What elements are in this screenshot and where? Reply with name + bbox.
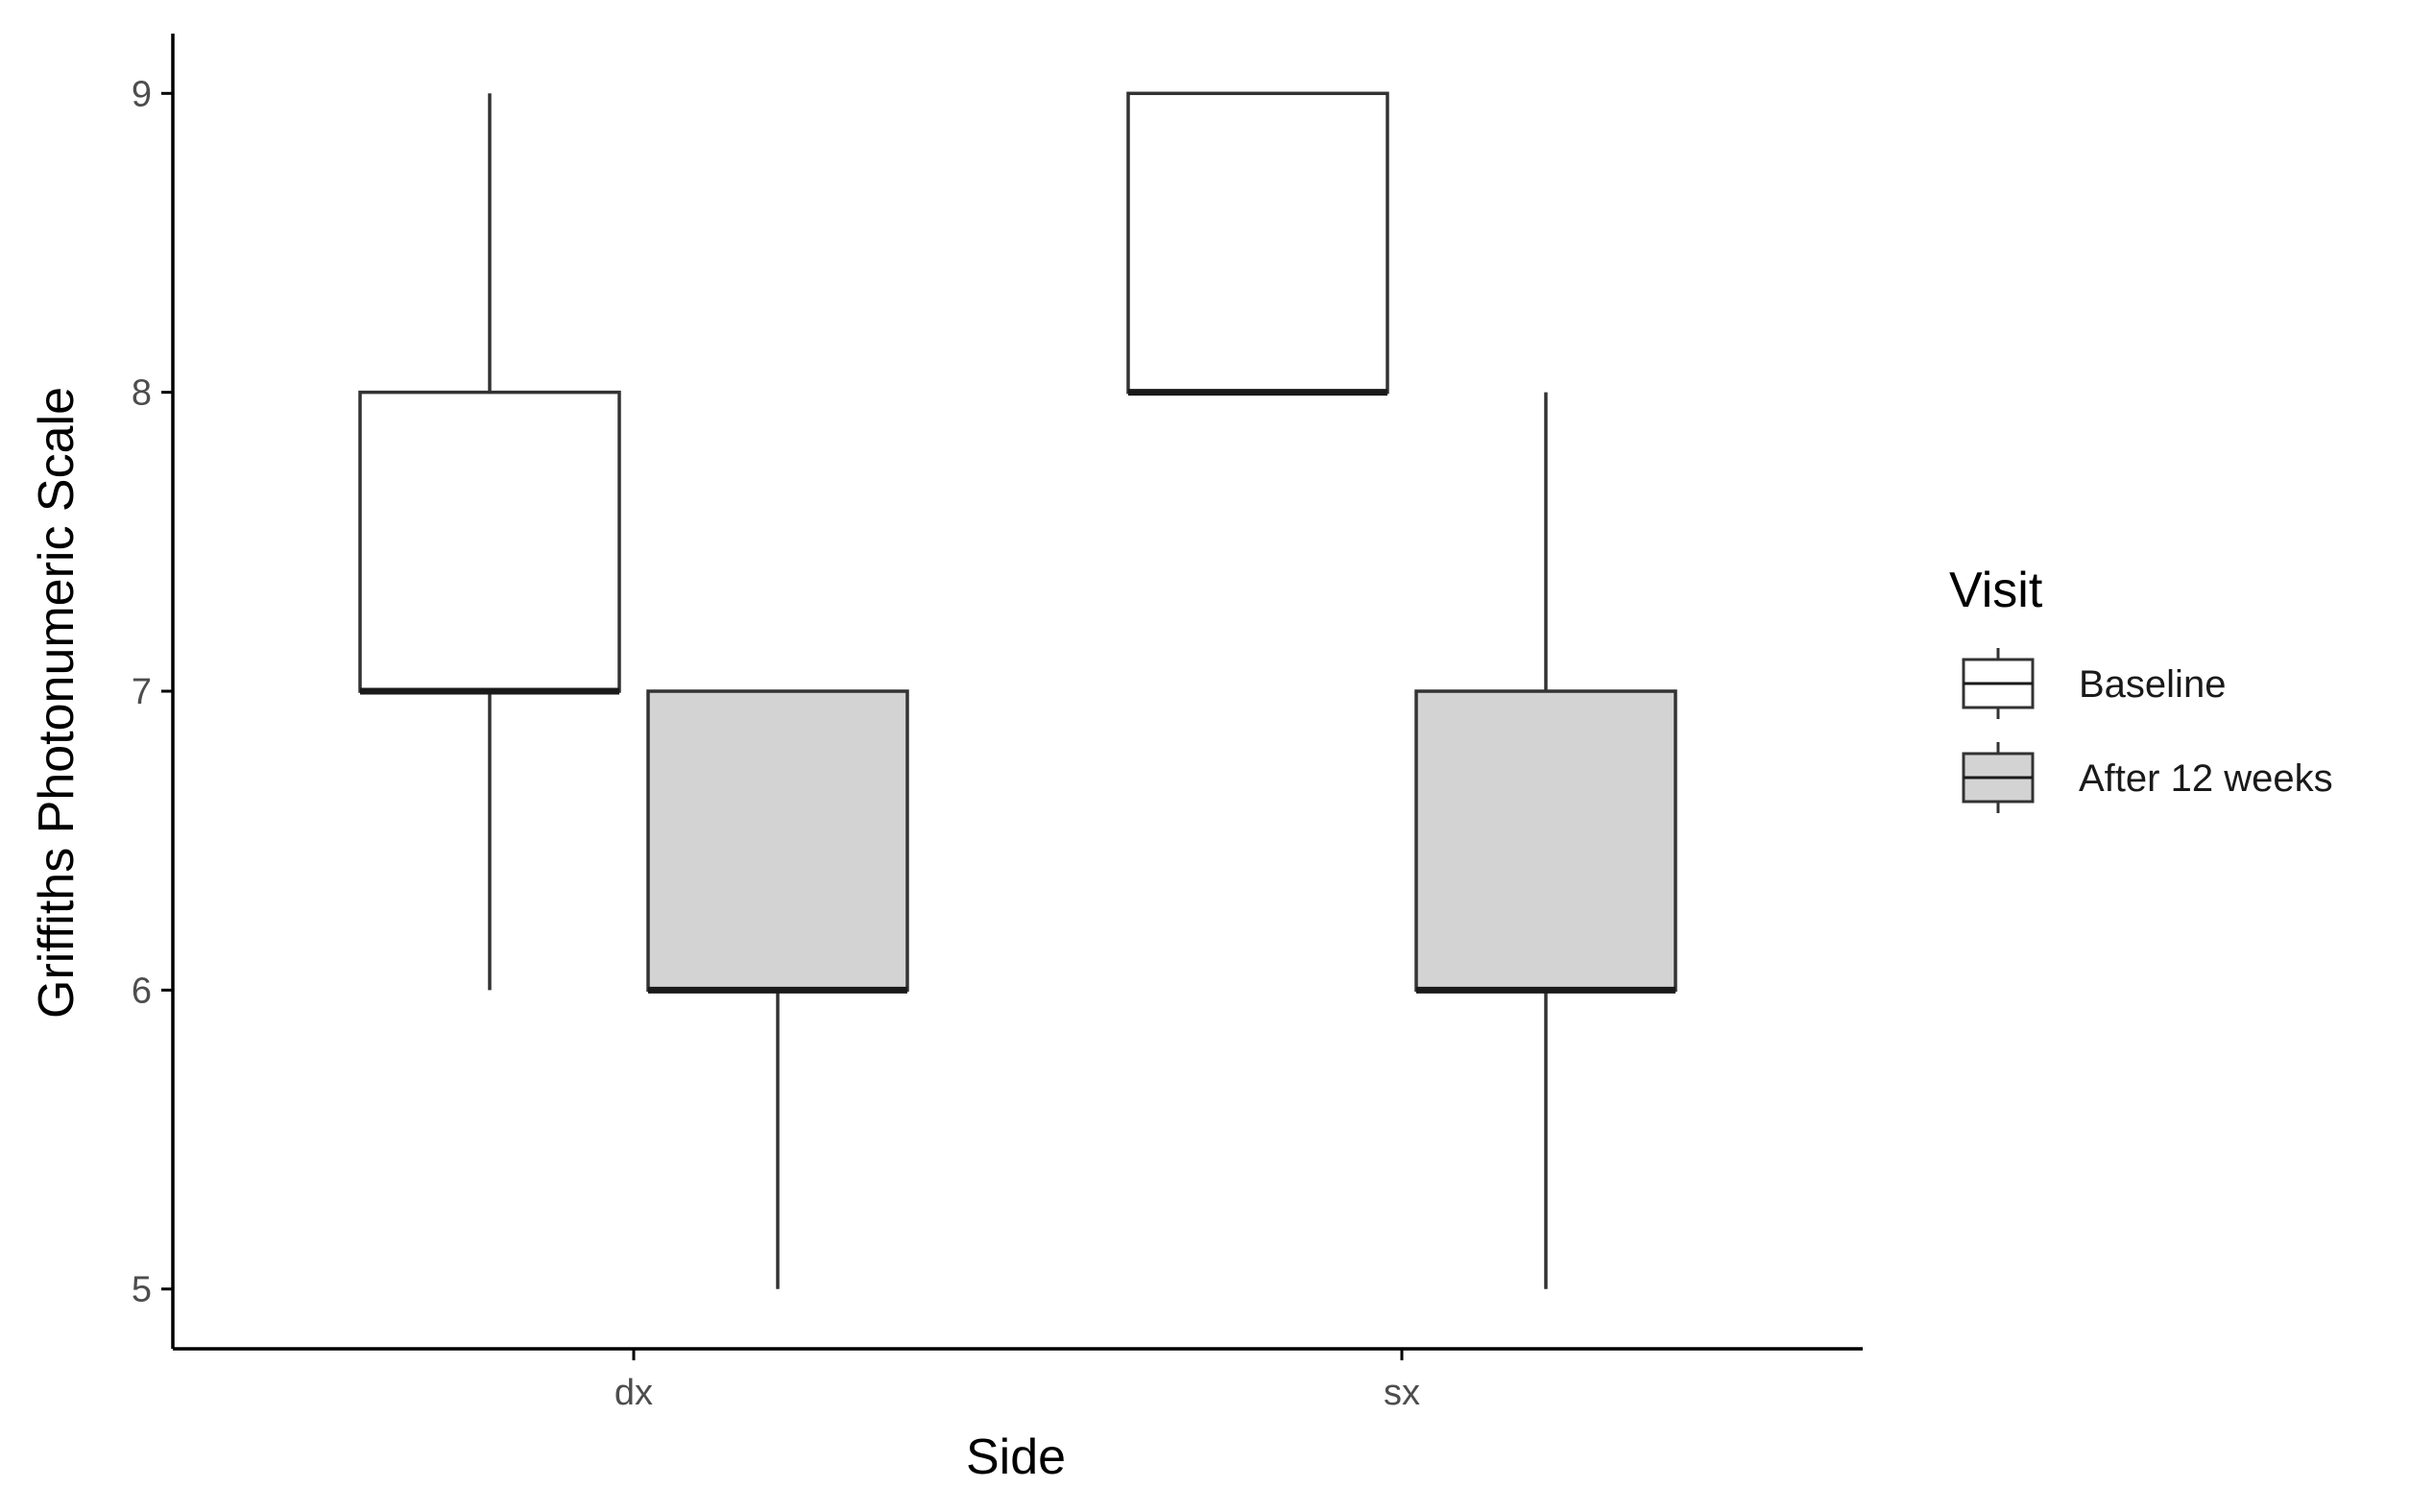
x-tick-label: dx (615, 1373, 653, 1413)
box-dx-after-12-weeks (646, 689, 909, 1289)
y-tick-label: 7 (132, 672, 152, 712)
y-tick-label: 6 (132, 971, 152, 1011)
legend-title: Visit (1949, 563, 2043, 618)
box-sx-baseline (1126, 91, 1389, 396)
box-dx-baseline (358, 93, 621, 991)
y-axis: 5 6 7 8 9 (132, 34, 175, 1349)
y-tick-label: 9 (132, 74, 152, 114)
box-body (358, 390, 621, 693)
x-axis: dx sx (173, 1347, 1863, 1413)
y-tick-label: 8 (132, 373, 152, 414)
legend-item: After 12 weeks (1962, 742, 2333, 813)
box-body (1414, 689, 1677, 993)
plot-area (358, 91, 1677, 1289)
legend: Visit Baseline After 12 weeks (1949, 563, 2333, 813)
legend-label: Baseline (2079, 663, 2226, 706)
legend-label: After 12 weeks (2079, 757, 2333, 800)
box-body (1126, 91, 1389, 395)
box-sx-after-12-weeks (1414, 392, 1677, 1289)
x-tick-label: sx (1384, 1373, 1420, 1413)
y-tick-label: 5 (132, 1270, 152, 1310)
box-body (646, 689, 909, 993)
x-axis-title: Side (966, 1429, 1066, 1485)
legend-item: Baseline (1962, 648, 2226, 719)
legend-keys: Baseline After 12 weeks (1962, 648, 2333, 813)
y-axis-title: Griffiths Photonumeric Scale (29, 387, 84, 1019)
